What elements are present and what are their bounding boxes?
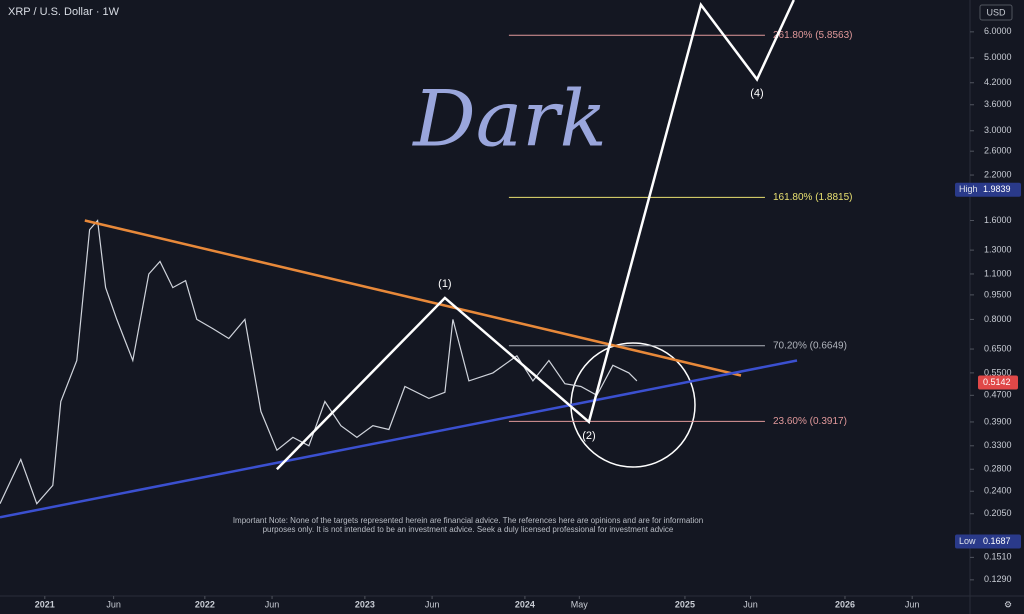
x-tick-label: May — [571, 599, 589, 609]
y-tick-label: 1.6000 — [984, 215, 1012, 225]
marker-value: 0.1687 — [983, 536, 1011, 546]
x-tick-label: Jun — [425, 599, 440, 609]
wave-path — [276, 0, 795, 471]
y-tick-label: 0.6500 — [984, 343, 1012, 353]
wave-label: (4) — [750, 87, 763, 99]
y-tick-label: 2.6000 — [984, 146, 1012, 156]
x-tick-label: Jun — [106, 599, 121, 609]
settings-icon[interactable]: ⚙ — [1004, 599, 1012, 609]
y-tick-label: 3.0000 — [984, 125, 1012, 135]
y-tick-label: 4.2000 — [984, 77, 1012, 87]
y-tick-label: 0.3300 — [984, 440, 1012, 450]
x-tick-label: 2024 — [515, 599, 535, 609]
x-tick-label: 2022 — [195, 599, 215, 609]
y-tick-label: 0.4700 — [984, 390, 1012, 400]
y-tick-label: 0.3900 — [984, 416, 1012, 426]
x-tick-label: Jun — [265, 599, 280, 609]
y-tick-label: 0.2050 — [984, 508, 1012, 518]
marker-name: Low — [959, 536, 976, 546]
y-tick-label: 0.9500 — [984, 289, 1012, 299]
fib-label: 161.80% (1.8815) — [773, 192, 853, 203]
y-tick-label: 5.0000 — [984, 52, 1012, 62]
marker-value: 1.9839 — [983, 184, 1011, 194]
note-line: Important Note: None of the targets repr… — [233, 516, 703, 525]
note-line: purposes only. It is not intended to be … — [263, 525, 674, 534]
currency-box[interactable] — [979, 4, 1013, 21]
fib-label: 261.80% (5.8563) — [773, 30, 853, 41]
x-tick-label: 2023 — [355, 599, 375, 609]
wave-label: (2) — [582, 430, 595, 442]
y-tick-label: 0.1510 — [984, 552, 1012, 562]
price-marker — [955, 182, 1021, 197]
marker-name: High — [959, 184, 978, 194]
currency[interactable]: USD — [986, 7, 1006, 17]
x-tick-label: 2026 — [835, 599, 855, 609]
watermark: Dark — [411, 75, 607, 165]
fib-label: 23.60% (0.3917) — [773, 416, 847, 427]
y-tick-label: 6.0000 — [984, 26, 1012, 36]
y-tick-label: 2.2000 — [984, 169, 1012, 179]
price-marker — [955, 534, 1021, 549]
chart-title: XRP / U.S. Dollar · 1W — [8, 6, 120, 18]
trendline — [84, 219, 742, 377]
price-line — [0, 219, 638, 505]
price-marker — [978, 375, 1018, 390]
fib-label: 70.20% (0.6649) — [773, 340, 847, 351]
y-tick-label: 1.1000 — [984, 268, 1012, 278]
y-tick-label: 1.3000 — [984, 244, 1012, 254]
y-tick-label: 0.1290 — [984, 574, 1012, 584]
marker-value: 0.5142 — [983, 377, 1011, 387]
x-tick-label: 2021 — [35, 599, 55, 609]
x-tick-label: Jun — [743, 599, 758, 609]
y-tick-label: 0.2800 — [984, 464, 1012, 474]
y-tick-label: 0.5500 — [984, 367, 1012, 377]
y-tick-label: 3.6000 — [984, 99, 1012, 109]
x-tick-label: 2025 — [675, 599, 695, 609]
trendline — [0, 359, 798, 519]
x-tick-label: Jun — [905, 599, 920, 609]
y-tick-label: 0.8000 — [984, 314, 1012, 324]
wave-label: (1) — [438, 278, 451, 290]
y-tick-label: 0.2400 — [984, 486, 1012, 496]
